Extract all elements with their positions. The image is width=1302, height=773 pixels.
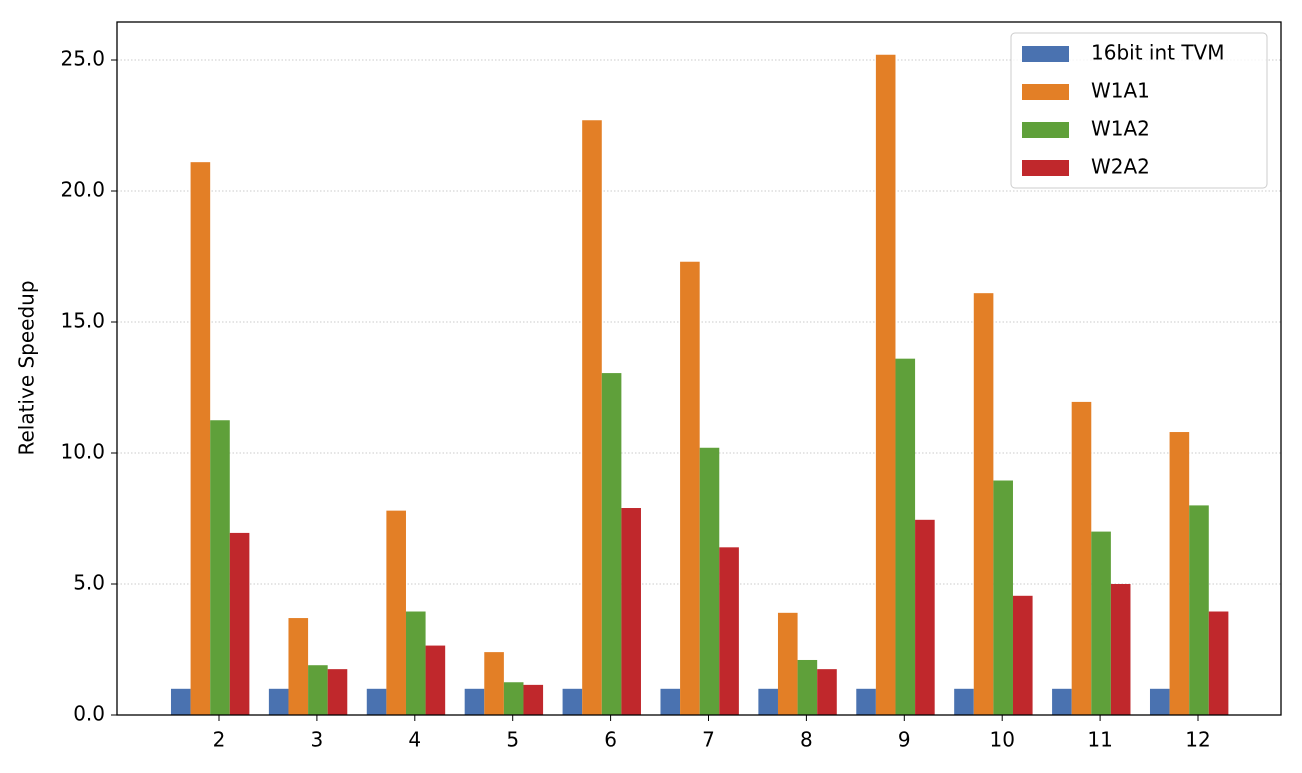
bar bbox=[621, 508, 641, 715]
legend-box bbox=[1010, 32, 1268, 189]
bar bbox=[190, 162, 211, 716]
x-tick-label: 11 bbox=[1087, 728, 1112, 752]
bar bbox=[973, 293, 994, 715]
bar bbox=[1208, 611, 1229, 715]
bar bbox=[582, 120, 602, 716]
x-tick-label: 2 bbox=[213, 728, 226, 752]
bar bbox=[660, 688, 681, 715]
bar bbox=[1149, 688, 1170, 715]
legend-label: W1A1 bbox=[1091, 79, 1150, 103]
bar bbox=[268, 688, 289, 715]
bar bbox=[386, 510, 406, 715]
x-tick-label: 6 bbox=[604, 728, 617, 752]
bar bbox=[1052, 688, 1072, 715]
legend-label: 16bit int TVM bbox=[1091, 41, 1225, 65]
x-tick-label: 8 bbox=[800, 728, 813, 752]
legend-swatch bbox=[1022, 84, 1069, 100]
bar bbox=[366, 688, 387, 715]
legend-swatch bbox=[1022, 46, 1069, 62]
legend-swatch bbox=[1022, 160, 1069, 176]
bar bbox=[229, 532, 250, 715]
bar bbox=[1110, 583, 1131, 715]
bar bbox=[1169, 432, 1190, 715]
y-tick-label: 20.0 bbox=[60, 177, 105, 201]
bar bbox=[1091, 531, 1111, 715]
bar bbox=[699, 447, 720, 715]
bar bbox=[288, 618, 309, 715]
legend-label: W2A2 bbox=[1091, 155, 1150, 179]
x-tick-label: 4 bbox=[408, 728, 421, 752]
bar bbox=[327, 669, 348, 715]
bar bbox=[601, 373, 622, 715]
y-tick-label: 10.0 bbox=[60, 439, 105, 463]
legend-swatch bbox=[1022, 122, 1069, 138]
bar bbox=[425, 645, 446, 715]
bar bbox=[856, 688, 876, 715]
bar bbox=[1071, 401, 1092, 715]
bar bbox=[758, 688, 778, 715]
y-tick-label: 25.0 bbox=[60, 46, 105, 70]
bar bbox=[562, 688, 583, 715]
y-axis-label: Relative Speedup bbox=[15, 280, 39, 455]
bar bbox=[797, 659, 818, 715]
bar bbox=[875, 54, 896, 715]
bar bbox=[464, 688, 485, 715]
x-tick-label: 7 bbox=[702, 728, 715, 752]
x-tick-label: 3 bbox=[311, 728, 324, 752]
bar bbox=[915, 519, 935, 715]
x-tick-label: 12 bbox=[1185, 728, 1210, 752]
bar bbox=[484, 652, 504, 715]
x-tick-label: 9 bbox=[898, 728, 911, 752]
bar bbox=[777, 612, 798, 715]
bar bbox=[405, 611, 426, 715]
x-tick-label: 10 bbox=[989, 728, 1014, 752]
y-tick-label: 5.0 bbox=[73, 570, 105, 594]
x-tick-label: 5 bbox=[506, 728, 519, 752]
bar bbox=[503, 682, 524, 715]
bar bbox=[993, 480, 1013, 715]
y-tick-label: 15.0 bbox=[60, 308, 105, 332]
bar bbox=[210, 420, 230, 715]
bar bbox=[523, 684, 544, 715]
y-tick-label: 0.0 bbox=[73, 702, 105, 726]
bar bbox=[719, 547, 739, 715]
bar bbox=[680, 261, 700, 715]
legend-label: W1A2 bbox=[1091, 117, 1150, 141]
bar bbox=[1012, 595, 1033, 715]
bar bbox=[170, 688, 191, 715]
bar bbox=[308, 665, 328, 715]
bar bbox=[1189, 505, 1209, 715]
bar bbox=[954, 688, 974, 715]
bar bbox=[895, 358, 916, 715]
bar bbox=[817, 669, 837, 715]
plot-frame bbox=[116, 21, 1282, 716]
